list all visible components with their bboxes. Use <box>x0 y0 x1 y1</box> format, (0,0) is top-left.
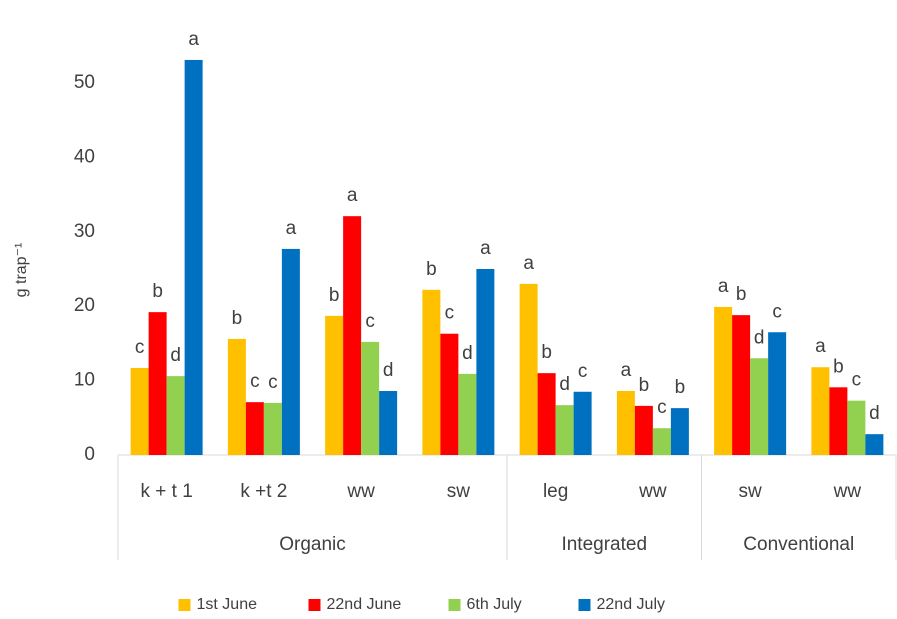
bar <box>670 408 689 455</box>
bar <box>573 391 592 455</box>
y-axis-label: g trap⁻¹ <box>13 243 30 298</box>
bar <box>652 428 671 455</box>
legend-label: 22nd June <box>327 596 402 613</box>
legend-label: 22nd July <box>597 596 666 613</box>
bar <box>476 269 495 455</box>
legend-label: 1st June <box>197 596 258 613</box>
annotation: a <box>523 253 534 274</box>
annotation: b <box>329 285 340 306</box>
annotation: b <box>736 284 747 305</box>
legend-swatch <box>578 599 591 611</box>
x-tick-label: sw <box>739 481 763 502</box>
annotation: d <box>559 374 570 395</box>
x-tick-label: ww <box>833 481 862 502</box>
annotation: c <box>657 397 667 418</box>
bar <box>281 248 300 455</box>
annotation: b <box>639 375 650 396</box>
annotation: b <box>675 377 686 398</box>
bar <box>537 373 556 455</box>
y-tick-label: 10 <box>74 370 95 391</box>
bar <box>865 434 884 455</box>
annotation: d <box>869 403 880 424</box>
legend-swatch <box>448 599 461 611</box>
bar <box>166 376 185 455</box>
annotation: c <box>852 370 862 391</box>
bar <box>847 400 866 455</box>
y-tick-label: 40 <box>74 146 95 167</box>
bar <box>616 391 635 455</box>
annotation: a <box>188 29 199 50</box>
annotation: d <box>462 343 473 364</box>
bar <box>361 341 380 455</box>
bar <box>555 405 574 455</box>
annotation: a <box>347 185 358 206</box>
annotation: c <box>250 371 260 392</box>
legend-swatch <box>308 599 321 611</box>
bar <box>148 312 167 455</box>
bar <box>732 315 751 455</box>
annotation: a <box>815 336 826 357</box>
bar <box>750 358 769 455</box>
bar <box>227 338 246 455</box>
annotation: b <box>152 281 163 302</box>
bar <box>714 306 733 455</box>
annotation: a <box>621 360 632 381</box>
annotation: d <box>754 327 765 348</box>
x-tick-label: k +t 2 <box>240 481 287 502</box>
y-tick-label: 0 <box>84 444 95 465</box>
bar <box>519 283 538 455</box>
x-tick-label: ww <box>638 481 667 502</box>
bar <box>379 391 398 455</box>
bar <box>245 402 264 455</box>
y-tick-label: 20 <box>74 295 95 316</box>
annotation: d <box>170 345 181 366</box>
annotation: a <box>718 276 729 297</box>
annotation: a <box>480 238 491 259</box>
bar <box>422 289 441 455</box>
annotation: a <box>286 218 297 239</box>
annotation: c <box>772 301 782 322</box>
bar <box>184 59 203 455</box>
annotation: b <box>232 308 243 329</box>
y-tick-label: 30 <box>74 221 95 242</box>
bar <box>263 402 282 455</box>
x-tick-label: ww <box>346 481 375 502</box>
group-label: Integrated <box>561 534 647 555</box>
bar <box>130 367 149 455</box>
bar <box>829 387 848 455</box>
annotation: d <box>383 360 394 381</box>
x-tick-label: leg <box>543 481 568 502</box>
annotation: c <box>135 337 145 358</box>
legend-swatch <box>178 599 191 611</box>
bar <box>811 367 830 455</box>
annotation: c <box>365 311 375 332</box>
bar <box>440 333 459 455</box>
annotation: b <box>541 342 552 363</box>
bar <box>325 315 344 455</box>
annotation: c <box>445 303 455 324</box>
group-label: Organic <box>279 534 346 555</box>
annotation: c <box>268 372 278 393</box>
annotation: c <box>578 361 588 382</box>
bar <box>458 373 477 455</box>
bar <box>768 332 787 455</box>
bar <box>343 216 362 455</box>
legend-label: 6th July <box>467 596 522 613</box>
y-tick-label: 50 <box>74 72 95 93</box>
bar <box>634 405 653 455</box>
x-tick-label: sw <box>447 481 471 502</box>
annotation: b <box>833 356 844 377</box>
group-label: Conventional <box>743 534 854 555</box>
x-tick-label: k + t 1 <box>140 481 192 502</box>
annotation: b <box>426 259 437 280</box>
